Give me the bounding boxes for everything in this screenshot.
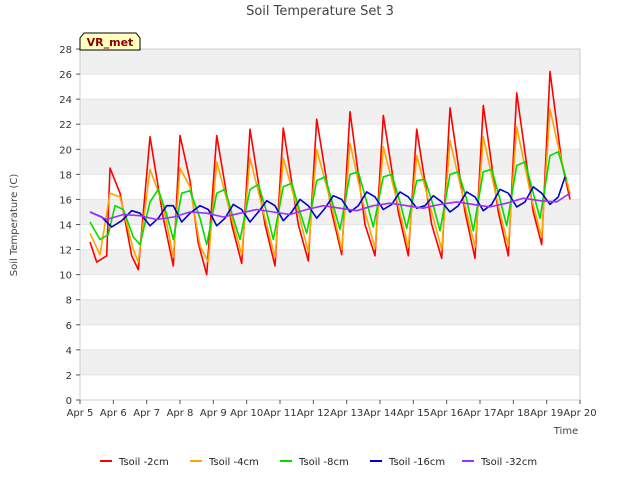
x-tick-label: Apr 16 bbox=[430, 408, 463, 419]
legend-label: Tsoil -16cm bbox=[388, 457, 445, 468]
y-tick-label: 28 bbox=[59, 45, 72, 56]
x-tick-label: Apr 5 bbox=[67, 408, 94, 419]
badge-shape bbox=[79, 32, 141, 51]
y-tick-label: 0 bbox=[66, 396, 72, 407]
y-tick-label: 20 bbox=[59, 145, 72, 156]
grid-band bbox=[80, 299, 580, 325]
x-tick-label: Apr 17 bbox=[463, 408, 496, 419]
badge-label: VR_met bbox=[87, 36, 134, 49]
x-tick-label: Apr 11 bbox=[263, 408, 296, 419]
legend-label: Tsoil -32cm bbox=[480, 457, 537, 468]
y-tick-label: 18 bbox=[59, 170, 72, 181]
grid-band bbox=[80, 49, 580, 75]
y-tick-label: 8 bbox=[66, 296, 72, 307]
y-tick-label: 22 bbox=[59, 120, 72, 131]
x-tick-label: Apr 10 bbox=[230, 408, 263, 419]
chart-title: Soil Temperature Set 3 bbox=[246, 4, 394, 19]
y-tick-label: 16 bbox=[59, 195, 72, 206]
x-tick-label: Apr 6 bbox=[100, 408, 127, 419]
x-axis-label: Time bbox=[553, 426, 578, 437]
y-axis-label: Soil Temperature (C) bbox=[9, 174, 20, 277]
y-tick-label: 14 bbox=[59, 221, 72, 232]
grid-band bbox=[80, 349, 580, 375]
grid-band bbox=[80, 149, 580, 175]
series-lines bbox=[89, 70, 571, 276]
legend-label: Tsoil -8cm bbox=[298, 457, 349, 468]
y-tick-label: 12 bbox=[59, 246, 72, 257]
legend-label: Tsoil -2cm bbox=[118, 457, 169, 468]
y-tick-label: 10 bbox=[59, 271, 72, 282]
plot-background bbox=[79, 48, 581, 401]
x-axis: Apr 5 Apr 6 Apr 7 Apr 8 Apr 9 Apr 10 Apr 11 Apr… bbox=[67, 400, 597, 419]
x-tick-label: Apr 18 bbox=[497, 408, 530, 419]
grid-band bbox=[80, 249, 580, 275]
x-tick-label: Apr 20 bbox=[563, 408, 596, 419]
grid-band bbox=[80, 99, 580, 125]
x-tick-label: Apr 19 bbox=[530, 408, 563, 419]
y-tick-label: 24 bbox=[59, 95, 72, 106]
x-tick-label: Apr 13 bbox=[330, 408, 363, 419]
legend: Tsoil -2cm Tsoil -4cm Tsoil -8cm Tsoil -16c… bbox=[100, 457, 537, 468]
y-tick-label: 2 bbox=[66, 371, 72, 382]
y-tick-label: 4 bbox=[66, 346, 72, 357]
x-tick-label: Apr 9 bbox=[200, 408, 227, 419]
x-tick-label: Apr 12 bbox=[297, 408, 330, 419]
x-tick-label: Apr 8 bbox=[167, 408, 194, 419]
x-tick-label: Apr 7 bbox=[133, 408, 160, 419]
series-line-3 bbox=[89, 151, 568, 246]
series-line-5 bbox=[89, 192, 571, 221]
x-tick-label: Apr 15 bbox=[397, 408, 430, 419]
legend-label: Tsoil -4cm bbox=[208, 457, 259, 468]
x-tick-label: Apr 14 bbox=[363, 408, 396, 419]
vr-met-badge: VR_met bbox=[79, 32, 141, 51]
y-tick-label: 6 bbox=[66, 321, 72, 332]
y-tick-label: 26 bbox=[59, 70, 72, 81]
